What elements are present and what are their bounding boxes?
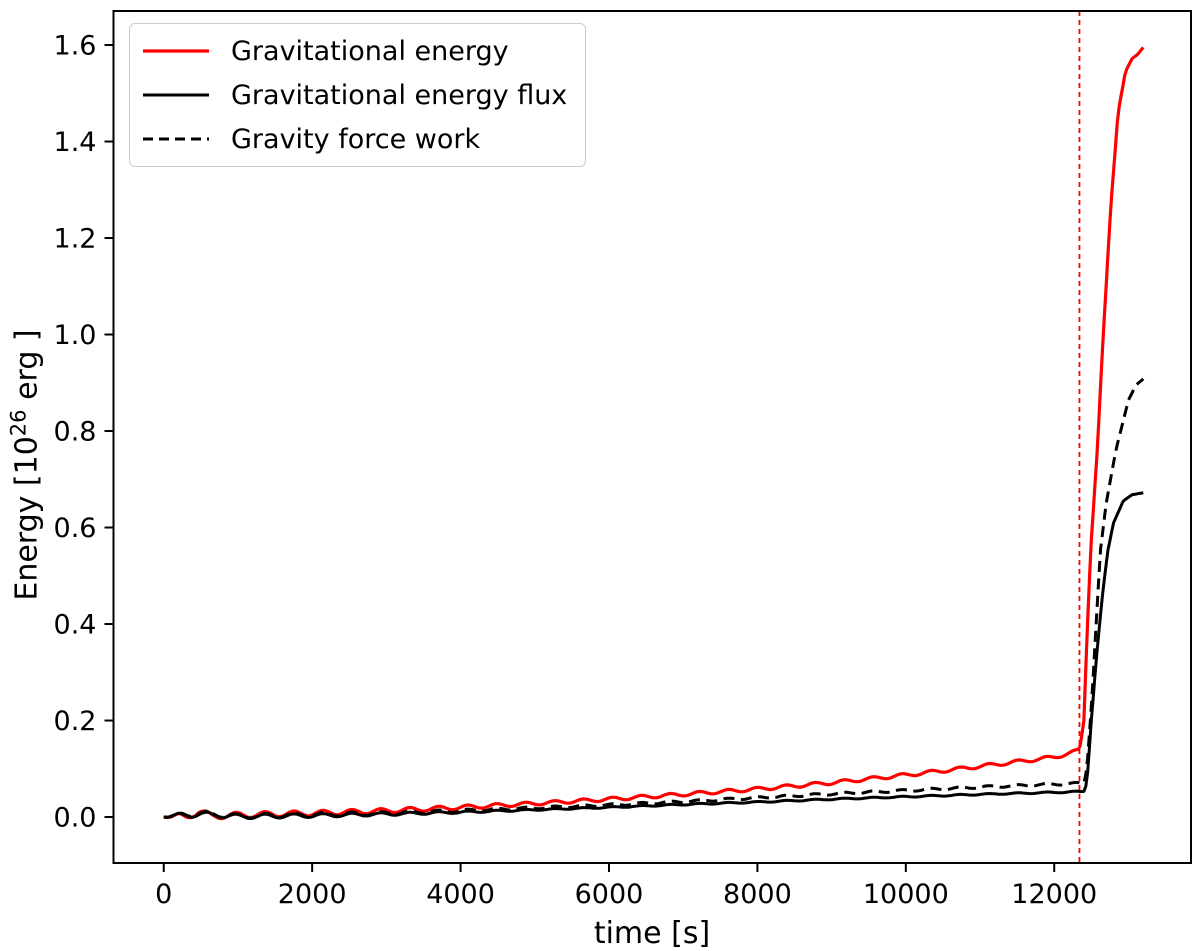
y-axis-label-suffix: erg ] bbox=[9, 329, 45, 410]
series-path-gravitational-energy bbox=[163, 46, 1145, 821]
y-axis-label-superscript: 26 bbox=[6, 409, 31, 437]
x-tick-label: 10000 bbox=[863, 879, 949, 910]
x-tick-label: 12000 bbox=[1011, 879, 1097, 910]
legend-label: Gravity force work bbox=[231, 123, 481, 155]
series-path-gravitational-energy-flux bbox=[163, 491, 1144, 820]
series-path-gravity-force-work bbox=[163, 377, 1145, 820]
y-tick-label: 1.0 bbox=[54, 320, 97, 351]
legend: Gravitational energy Gravitational energy… bbox=[129, 23, 587, 167]
x-tick-label: 4000 bbox=[426, 879, 495, 910]
y-tick-label: 0.0 bbox=[54, 803, 97, 834]
plot-frame bbox=[112, 10, 1192, 864]
y-tick-label: 1.4 bbox=[54, 127, 97, 158]
legend-line-sample bbox=[143, 137, 209, 141]
x-axis-label-text: time [s] bbox=[593, 916, 711, 951]
x-tick-label: 0 bbox=[155, 879, 172, 910]
y-tick-label: 1.6 bbox=[54, 31, 97, 62]
legend-label: Gravitational energy flux bbox=[231, 79, 568, 111]
legend-item-gravitational-energy: Gravitational energy bbox=[143, 29, 567, 73]
y-tick-label: 0.8 bbox=[54, 417, 97, 448]
x-tick-label: 8000 bbox=[723, 879, 792, 910]
legend-item-gravity-force-work: Gravity force work bbox=[143, 117, 567, 161]
y-tick-label: 1.2 bbox=[54, 224, 97, 255]
x-tick-label: 6000 bbox=[575, 879, 644, 910]
y-tick-label: 0.2 bbox=[54, 706, 97, 737]
x-tick-label: 2000 bbox=[278, 879, 347, 910]
legend-line-sample bbox=[143, 49, 209, 53]
legend-item-gravitational-energy-flux: Gravitational energy flux bbox=[143, 73, 567, 117]
y-tick-label: 0.4 bbox=[54, 610, 97, 641]
y-axis-label: Energy [1026 erg ] bbox=[6, 329, 45, 601]
legend-line-sample bbox=[143, 93, 209, 97]
y-axis-label-prefix: Energy [10 bbox=[9, 436, 45, 601]
legend-label: Gravitational energy bbox=[231, 35, 509, 67]
x-axis-label: time [s] bbox=[113, 916, 1191, 951]
y-tick-label: 0.6 bbox=[54, 513, 97, 544]
